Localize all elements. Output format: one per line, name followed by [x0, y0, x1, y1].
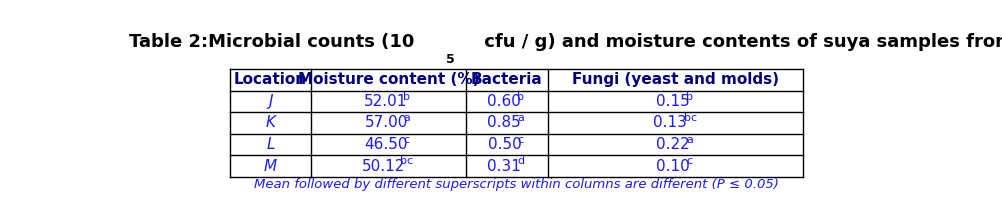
Text: Mean followed by different superscripts within columns are different (P ≤ 0.05): Mean followed by different superscripts …	[255, 178, 780, 191]
Text: J: J	[269, 94, 273, 109]
Text: Fungi (yeast and molds): Fungi (yeast and molds)	[572, 72, 779, 87]
Text: 0.15: 0.15	[656, 94, 689, 109]
Text: 0.50: 0.50	[488, 137, 521, 152]
Text: Moisture content (%): Moisture content (%)	[298, 72, 480, 87]
Text: 0.10: 0.10	[656, 159, 690, 174]
Text: a: a	[686, 135, 692, 145]
Text: 0.31: 0.31	[487, 159, 521, 174]
Text: b: b	[403, 92, 410, 102]
Text: 0.22: 0.22	[656, 137, 689, 152]
Text: 0.60: 0.60	[487, 94, 521, 109]
Text: 57.00: 57.00	[365, 115, 408, 130]
Text: M: M	[264, 159, 278, 174]
Text: 0.85: 0.85	[487, 115, 521, 130]
Text: b: b	[517, 92, 524, 102]
Text: L: L	[267, 137, 275, 152]
Text: Location: Location	[234, 72, 308, 87]
Text: K: K	[266, 115, 276, 130]
Text: c: c	[686, 156, 692, 166]
Text: d: d	[517, 156, 524, 166]
Text: cfu / g) and moisture contents of suya samples from selected locations in Akure: cfu / g) and moisture contents of suya s…	[478, 33, 1002, 51]
Text: bc: bc	[401, 156, 414, 166]
Text: b: b	[685, 92, 692, 102]
Text: a: a	[403, 113, 410, 123]
Text: 52.01: 52.01	[365, 94, 408, 109]
Text: 0.13: 0.13	[653, 115, 687, 130]
Text: Table 2:Microbial counts (10: Table 2:Microbial counts (10	[129, 33, 415, 51]
Text: a: a	[517, 113, 524, 123]
Text: 46.50: 46.50	[365, 137, 408, 152]
Text: 50.12: 50.12	[362, 159, 406, 174]
Text: c: c	[518, 135, 524, 145]
Text: Bacteria: Bacteria	[471, 72, 543, 87]
Text: bc: bc	[683, 113, 696, 123]
Text: 5: 5	[447, 54, 455, 66]
Text: c: c	[403, 135, 410, 145]
